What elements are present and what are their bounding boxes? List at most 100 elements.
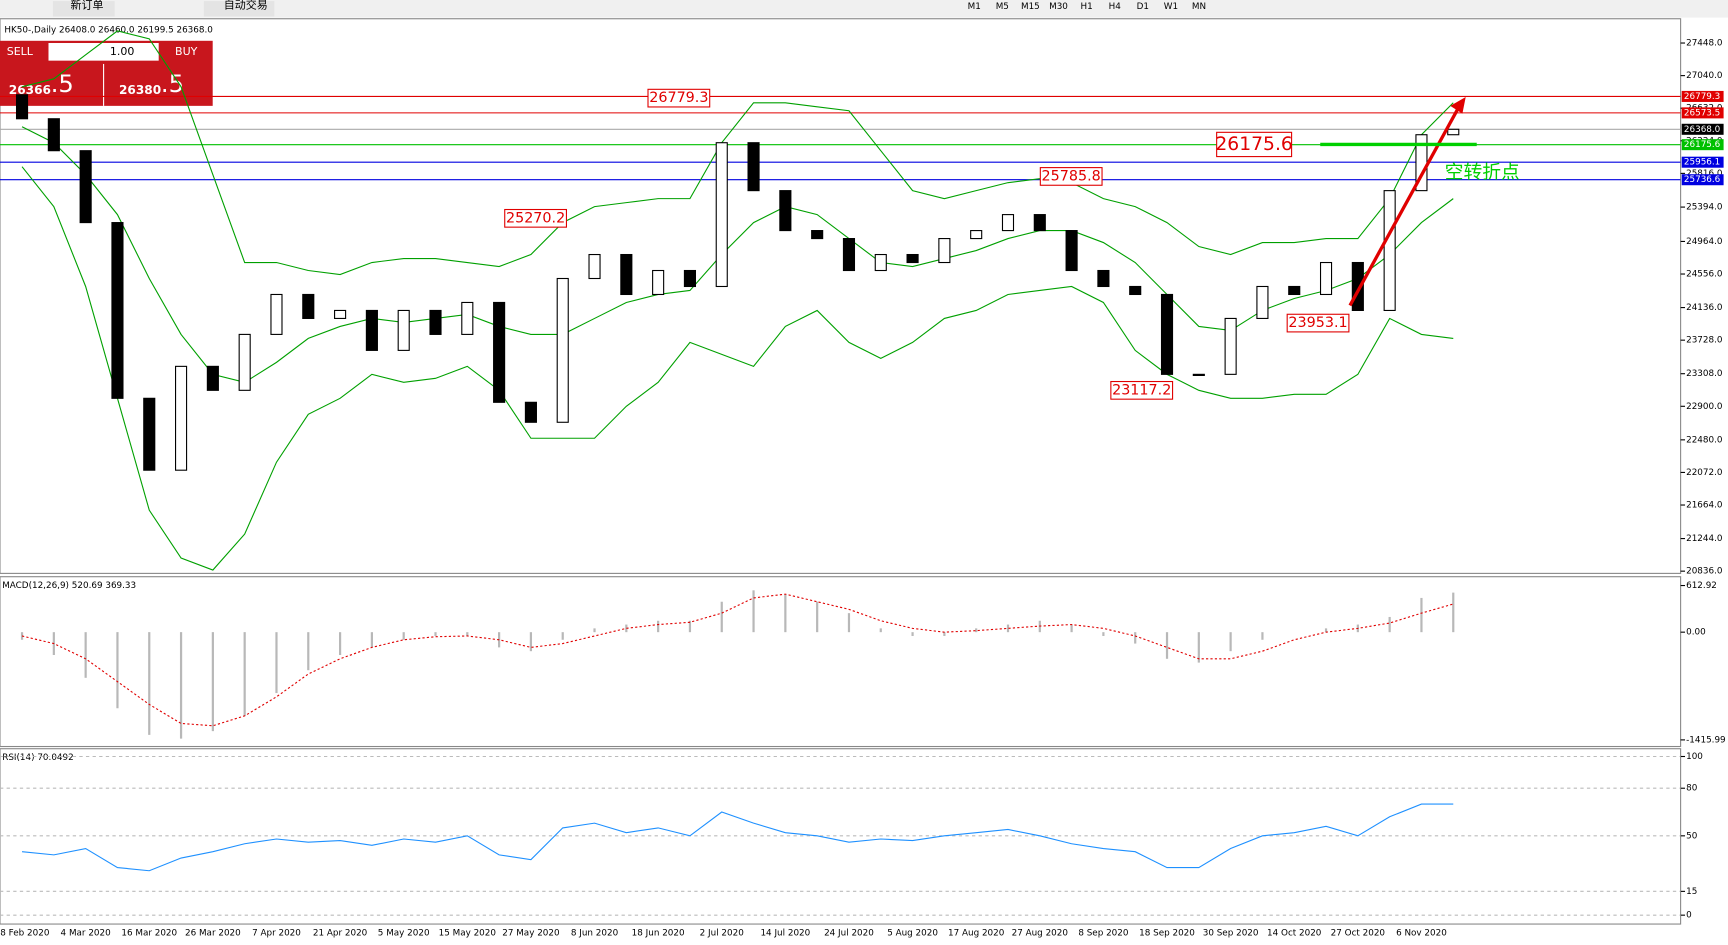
- x-tick-label: 16 Mar 2020: [121, 928, 177, 938]
- x-tick-label: 14 Oct 2020: [1267, 928, 1322, 938]
- x-tick-label: 21 Apr 2020: [313, 928, 368, 938]
- candle: [270, 293, 283, 335]
- buy-button[interactable]: BUY: [175, 45, 198, 58]
- candle: [1319, 261, 1333, 296]
- x-tick-label: 27 May 2020: [502, 928, 560, 938]
- buy-price[interactable]: 26380: [119, 83, 161, 97]
- x-tick-label: 24 Jul 2020: [824, 928, 874, 938]
- x-tick-label: 26 Mar 2020: [185, 928, 241, 938]
- candle: [461, 301, 474, 335]
- arrow-head: [1450, 97, 1466, 114]
- y-tick-label: 612.92: [1686, 581, 1717, 591]
- candle: [334, 309, 347, 319]
- sell-price[interactable]: 26366: [9, 83, 51, 97]
- x-tick-label: 30 Sep 2020: [1203, 928, 1259, 938]
- candle: [1065, 230, 1078, 272]
- y-tick-label: 21664.0: [1686, 501, 1723, 511]
- trend-arrow: [1348, 101, 1463, 307]
- candle: [1447, 128, 1460, 136]
- candle: [1033, 214, 1046, 232]
- trade-panel: SELL BUY 1.00 26366 .5 26380 .5: [0, 40, 213, 106]
- candle: [1256, 285, 1269, 319]
- candle: [1160, 293, 1174, 375]
- macd-panel: [0, 576, 1682, 748]
- lot-box[interactable]: [48, 43, 159, 61]
- candle: [429, 309, 442, 335]
- timeframe-button[interactable]: M5: [996, 2, 1009, 12]
- new-order-button[interactable]: [52, 1, 115, 17]
- candle: [238, 333, 251, 391]
- macd-signal: [21, 593, 1454, 727]
- sell-price-frac[interactable]: .5: [51, 69, 74, 98]
- callout-box: [647, 88, 711, 108]
- candle: [206, 365, 219, 391]
- bollinger-upper: [21, 30, 1454, 276]
- candle: [1001, 214, 1015, 232]
- x-tick-label: 5 Aug 2020: [887, 928, 938, 938]
- timeframe-button[interactable]: D1: [1137, 2, 1149, 12]
- timeframe-button[interactable]: H1: [1081, 2, 1093, 12]
- price-label-bg: [1681, 174, 1724, 186]
- candle: [1383, 190, 1396, 311]
- y-tick-label: 23308.0: [1686, 369, 1723, 379]
- new-order-label[interactable]: 新订单: [71, 0, 104, 12]
- price-plot: [0, 30, 1681, 571]
- macd-label: MACD(12,26,9) 520.69 369.33: [2, 581, 136, 591]
- sell-button[interactable]: SELL: [7, 45, 34, 58]
- rsi-label: RSI(14) 70.0492: [2, 753, 74, 763]
- timeframe-button[interactable]: MN: [1192, 2, 1206, 12]
- callout-text: 25785.8: [1042, 168, 1101, 184]
- timeframe-button[interactable]: M1: [968, 2, 981, 12]
- candle: [683, 269, 697, 288]
- y-tick-label: 25394.0: [1686, 203, 1723, 213]
- x-tick-label: 5 May 2020: [378, 928, 430, 938]
- candle: [524, 401, 537, 423]
- candle: [493, 301, 506, 403]
- callout-text: 23953.1: [1288, 315, 1347, 331]
- y-tick-label: 23728.0: [1686, 336, 1723, 346]
- callout-box: [1110, 380, 1174, 400]
- candle: [143, 397, 156, 471]
- candle: [747, 142, 760, 192]
- timeframe-button[interactable]: M30: [1049, 2, 1068, 12]
- y-tick-label: 80: [1686, 784, 1698, 794]
- x-tick-label: 15 May 2020: [439, 928, 497, 938]
- y-tick-label: -1415.99: [1686, 735, 1726, 745]
- price-panel: [0, 18, 1682, 574]
- y-tick-label: 24964.0: [1686, 237, 1723, 247]
- y-tick-label: 25816.0: [1686, 169, 1723, 179]
- candle: [47, 118, 60, 152]
- auto-trading-label[interactable]: 自动交易: [224, 0, 268, 12]
- y-tick-label: 22480.0: [1686, 435, 1723, 445]
- price-label-bg: [1681, 90, 1724, 102]
- callout-box: [504, 208, 567, 228]
- callout-box: [1286, 313, 1350, 333]
- y-tick-label: 50: [1686, 831, 1698, 841]
- candle: [1129, 285, 1142, 296]
- auto-trading-button[interactable]: [203, 1, 275, 17]
- y-tick-label: 27040.0: [1686, 71, 1723, 81]
- bollinger-lower: [21, 166, 1454, 571]
- timeframe-button[interactable]: W1: [1164, 2, 1178, 12]
- candle: [620, 253, 633, 296]
- candle: [588, 253, 601, 280]
- timeframe-button[interactable]: H4: [1109, 2, 1122, 12]
- lot-size[interactable]: 1.00: [110, 45, 135, 58]
- x-tick-label: 4 Mar 2020: [61, 928, 112, 938]
- candle: [842, 238, 856, 272]
- price-label: 26779.3: [1684, 92, 1720, 102]
- x-tick-label: 14 Jul 2020: [760, 928, 810, 938]
- candle: [938, 238, 951, 264]
- toolbar: [0, 0, 1728, 18]
- candle: [79, 150, 92, 224]
- x-tick-label: 18 Feb 2020: [0, 928, 50, 938]
- candle: [365, 309, 378, 351]
- timeframe-button[interactable]: M15: [1021, 2, 1040, 12]
- y-tick-label: 0.00: [1686, 628, 1706, 638]
- candle: [874, 253, 887, 272]
- buy-price-frac[interactable]: .5: [161, 69, 184, 98]
- price-label-bg: [1681, 156, 1724, 168]
- y-tick-label: 24556.0: [1686, 270, 1723, 280]
- y-tick-label: 22900.0: [1686, 402, 1723, 412]
